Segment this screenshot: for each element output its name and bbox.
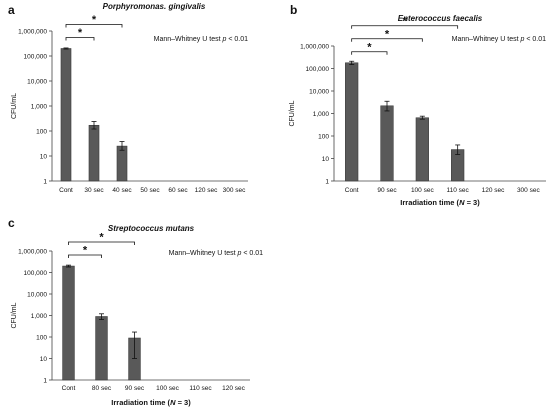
bar [116,145,128,182]
y-tick-label: 1,000,000 [18,248,47,255]
significance-star: * [403,15,408,27]
chart-panel-b: b Enterococcus faecalis 1 10 100 1,000 10,000 1… [289,3,546,207]
y-tick-label: 10 [40,153,48,160]
x-tick-label: 120 sec [222,385,246,392]
x-tick-label: 80 sec [92,385,112,392]
x-tick-label: 100 sec [156,385,180,392]
x-tick-label: Cont [59,187,73,194]
x-tick-label: 30 sec [84,187,104,194]
x-tick-label: 120 sec [482,187,506,194]
panel-letter: b [290,3,297,17]
y-axis-label: CFU/mL [11,302,18,328]
significance-bracket [351,38,423,42]
y-tick-label: 10 [40,356,48,363]
bar [345,62,359,182]
stat-test-note: Mann–Whitney U test p < 0.01 [169,250,263,257]
chart-title: Enterococcus faecalis [398,14,483,23]
y-tick-label: 1,000 [313,111,330,118]
y-tick-label: 100 [36,128,47,135]
x-tick-label: 120 sec [195,187,219,194]
x-tick-label: 300 sec [223,187,247,194]
significance-bracket [68,254,102,259]
significance-star: * [385,28,390,40]
x-axis-label: Irradiation time (N = 3) [400,198,480,207]
x-axis-label: Irradiation time (N = 3) [111,398,191,407]
x-tick-label: 110 sec [447,187,470,194]
bar [60,48,72,182]
x-tick-label: 110 sec [189,385,212,392]
y-tick-label: 100,000 [24,270,48,277]
significance-bracket [65,24,123,28]
stat-test-note: Mann–Whitney U test p < 0.01 [154,36,248,43]
y-tick-label: 100,000 [24,53,48,60]
significance-star: * [367,41,372,53]
y-tick-label: 10,000 [27,78,47,85]
y-tick-label: 10 [322,156,330,163]
y-tick-label: 100 [318,133,329,140]
x-tick-label: 60 sec [168,187,188,194]
x-tick-label: 40 sec [112,187,132,194]
significance-bracket [68,241,135,246]
significance-star: * [99,232,104,244]
bar [88,124,100,182]
y-axis-label: CFU/mL [11,93,18,119]
chart-title: Porphyromonas. gingivalis [103,2,206,11]
y-tick-label: 1 [43,178,47,185]
x-tick-label: 90 sec [125,385,145,392]
x-tick-label: Cont [62,385,76,392]
significance-bracket [351,25,459,29]
chart-panel-c: c Streptococcus mutans 1 10 100 1,000 10,000 10… [8,216,263,407]
significance-bracket [65,37,95,41]
x-tick-label: 100 sec [411,187,435,194]
y-tick-label: 1,000 [31,313,48,320]
chart-title: Streptococcus mutans [108,224,195,233]
x-tick-label: 90 sec [377,187,397,194]
x-tick-label: 50 sec [140,187,160,194]
significance-star: * [92,14,97,26]
x-tick-label: Cont [345,187,359,194]
y-tick-label: 1 [43,377,47,384]
bar [380,105,394,182]
y-tick-label: 10,000 [309,88,329,95]
significance-star: * [78,27,83,39]
bar [415,117,429,182]
bar [62,265,75,381]
panel-letter: a [8,3,15,17]
x-tick-label: 300 sec [517,187,541,194]
chart-panel-a: a Porphyromonas. gingivalis 1 10 100 1,000 10,… [8,2,248,194]
significance-star: * [83,245,88,257]
y-axis-label: CFU/mL [289,100,296,126]
y-tick-label: 1,000 [31,103,48,110]
y-tick-label: 100,000 [306,66,330,73]
y-tick-label: 1 [325,178,329,185]
y-tick-label: 1,000,000 [18,28,47,35]
y-tick-label: 10,000 [27,291,47,298]
stat-test-note: Mann–Whitney U test p < 0.01 [452,36,546,43]
y-tick-label: 100 [36,334,47,341]
significance-bracket [351,51,388,55]
y-tick-label: 1,000,000 [300,43,329,50]
bar [95,316,108,381]
panel-letter: c [8,216,15,230]
